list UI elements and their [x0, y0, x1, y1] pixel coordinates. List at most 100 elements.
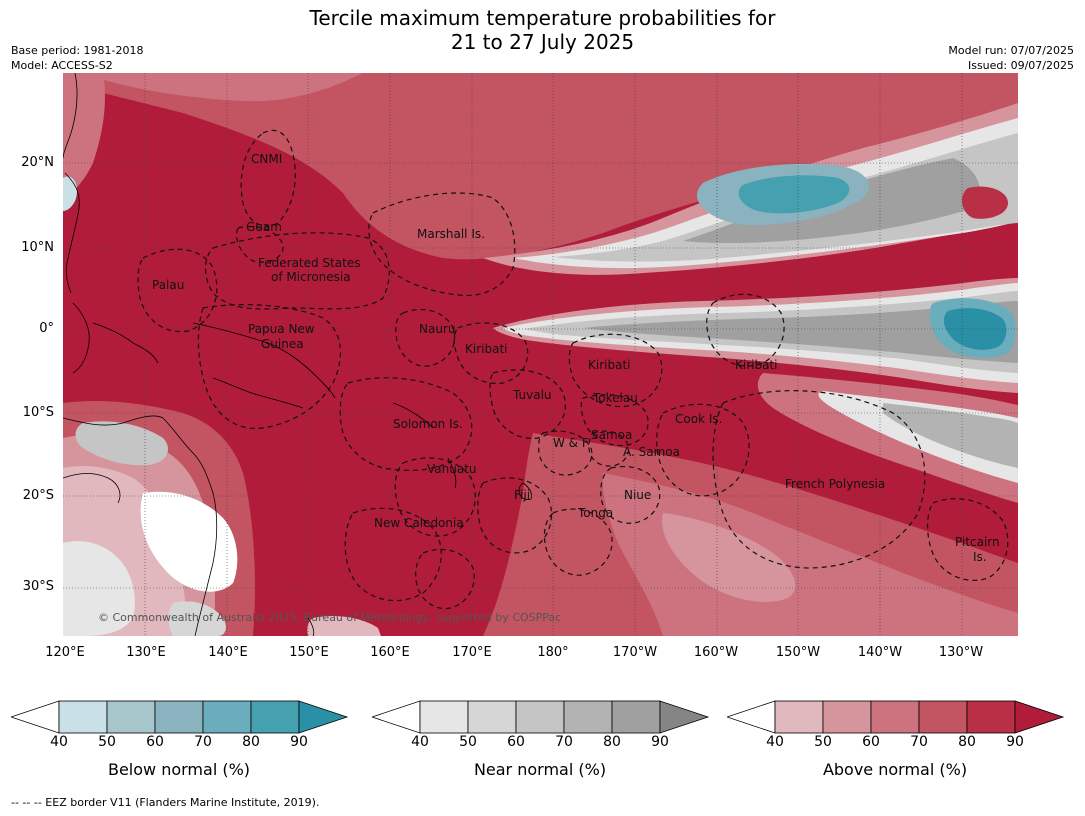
lat-tick-10n: 10°N	[21, 240, 54, 255]
shade-near-50-australia-south	[168, 601, 226, 636]
shade-near-40-australia-west	[63, 541, 135, 636]
lon-tick-140e: 140°E	[208, 645, 248, 660]
above-tick-40: 40	[766, 734, 784, 750]
place-labels: CNMI Guam Palau Federated States of Micr…	[152, 152, 1000, 564]
label-png-2: Guinea	[261, 337, 304, 351]
near-swatch-5	[611, 700, 661, 734]
colorbar-near-swatches	[370, 700, 710, 734]
near-caption: Near normal (%)	[473, 760, 607, 779]
colorbar-above: 40 50 60 70 80 90 Above normal (%)	[725, 700, 1065, 779]
label-solomon: Solomon Is.	[393, 417, 463, 431]
lon-tick-150w: 150°W	[775, 645, 821, 660]
eez-norfolk	[415, 548, 475, 610]
below-swatch-1	[58, 700, 108, 734]
below-tick-70: 70	[194, 734, 212, 750]
label-french-polynesia: French Polynesia	[785, 477, 885, 491]
meta-right: Model run: 07/07/2025 Issued: 09/07/2025	[948, 43, 1074, 73]
eez-nauru	[395, 308, 456, 367]
eez-fsm	[204, 232, 390, 310]
near-swatch-0	[370, 700, 421, 734]
lat-tick-20s: 20°S	[22, 488, 54, 503]
meta-left: Base period: 1981-2018 Model: ACCESS-S2	[11, 43, 143, 73]
below-swatch-3	[154, 700, 204, 734]
shade-above-60-south	[662, 513, 796, 602]
model-name: Model: ACCESS-S2	[11, 59, 113, 72]
shade-above-70-north	[83, 73, 363, 102]
label-vanuatu: Vanuatu	[427, 462, 477, 476]
colorbar-below: 40 50 60 70 80 90 Below normal (%)	[9, 700, 349, 779]
colorbar-near: 40 50 60 70 80 90 Near normal (%)	[370, 700, 710, 779]
shade-above-70-south	[602, 473, 1018, 636]
base-period: Base period: 1981-2018	[11, 44, 144, 57]
eez-niue	[600, 466, 661, 524]
above-tick-90: 90	[1006, 734, 1024, 750]
eez-footnote: -- -- -- EEZ border V11 (Flanders Marine…	[11, 796, 320, 809]
above-tick-50: 50	[814, 734, 832, 750]
label-cook: Cook Is.	[675, 412, 722, 426]
below-swatch-0	[9, 700, 60, 734]
label-tokelau: Tokelau	[592, 391, 638, 405]
eez-marshall	[368, 192, 516, 297]
label-cnmi: CNMI	[251, 152, 282, 166]
eez-samoa	[588, 430, 630, 467]
above-swatch-2	[822, 700, 872, 734]
label-samoa: Samoa	[591, 428, 632, 442]
label-kiribati-east: Kiribati	[735, 358, 777, 372]
title-line-1: Tercile maximum temperature probabilitie…	[309, 6, 776, 30]
lat-tick-20n: 20°N	[21, 155, 54, 170]
below-swatch-2	[106, 700, 156, 734]
lon-tick-180: 180°	[537, 645, 569, 660]
near-swatch-4	[563, 700, 613, 734]
probability-map: CNMI Guam Palau Federated States of Micr…	[63, 73, 1018, 636]
issued-date: Issued: 09/07/2025	[967, 59, 1074, 72]
label-nauru: Nauru	[419, 322, 455, 336]
below-tick-40: 40	[50, 734, 68, 750]
shade-near-70-southeast	[883, 403, 1018, 468]
eez-new-caledonia	[344, 507, 442, 602]
eez-tuvalu	[489, 369, 566, 440]
label-palau: Palau	[152, 278, 184, 292]
above-tick-60: 60	[862, 734, 880, 750]
near-tick-50: 50	[459, 734, 477, 750]
below-swatch-4	[202, 700, 252, 734]
label-wf: W & F	[553, 436, 589, 450]
label-fsm-1: Federated States	[258, 256, 360, 270]
model-run: Model run: 07/07/2025	[948, 44, 1074, 57]
eez-french-polynesia	[712, 390, 926, 569]
shade-near-80-equatorial	[583, 301, 1018, 363]
label-kiribati-central: Kiribati	[588, 358, 630, 372]
lon-tick-120e: 120°E	[45, 645, 85, 660]
above-tick-70: 70	[910, 734, 928, 750]
label-png-1: Papua New	[248, 322, 315, 336]
label-guam: Guam	[246, 220, 282, 234]
colorbar-above-swatches	[725, 700, 1065, 734]
above-caption: Above normal (%)	[822, 760, 968, 779]
eez-pitcairn	[927, 498, 1009, 581]
above-swatch-1	[774, 700, 824, 734]
eez-kiribati-east	[706, 293, 785, 367]
lon-tick-130e: 130°E	[126, 645, 166, 660]
eez-wf	[538, 430, 593, 476]
lon-tick-160e: 160°E	[370, 645, 410, 660]
label-pitcairn-2: Is.	[973, 550, 987, 564]
lat-tick-0: 0°	[39, 321, 54, 336]
below-tick-60: 60	[146, 734, 164, 750]
near-swatch-3	[515, 700, 565, 734]
shade-above-80-north	[63, 73, 1018, 260]
eez-png	[197, 303, 341, 430]
above-swatch-5	[966, 700, 1016, 734]
above-swatch-3	[870, 700, 920, 734]
lon-tick-140w: 140°W	[857, 645, 903, 660]
lon-tick-130w: 130°W	[938, 645, 984, 660]
lon-tick-170w: 170°W	[612, 645, 658, 660]
coastlines	[63, 73, 532, 636]
below-tick-80: 80	[242, 734, 260, 750]
shade-above-70-philippines	[63, 73, 105, 198]
lon-tick-160w: 160°W	[693, 645, 739, 660]
above-tick-80: 80	[958, 734, 976, 750]
label-tuvalu: Tuvalu	[512, 388, 552, 402]
label-tonga: Tonga	[577, 506, 613, 520]
eez-fiji	[477, 477, 553, 554]
eez-guam	[235, 225, 284, 263]
near-tick-80: 80	[603, 734, 621, 750]
